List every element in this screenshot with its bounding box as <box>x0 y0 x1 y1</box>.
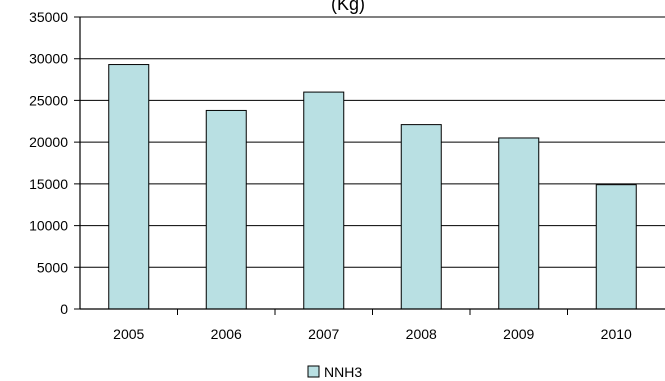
bar-2006 <box>205 109 247 310</box>
y-tick-label: 5000 <box>37 259 68 275</box>
x-axis-ticks: 2005 2006 2007 2008 2009 2010 <box>113 309 632 342</box>
x-tick-label: 2007 <box>308 326 339 342</box>
y-tick-label: 20000 <box>29 134 68 150</box>
bars <box>108 64 637 310</box>
bar-2005 <box>108 64 150 310</box>
bar-2007 <box>303 91 345 310</box>
x-tick-label: 2005 <box>113 326 144 342</box>
legend-swatch-nnh3 <box>307 365 320 378</box>
legend-label-nnh3: NNH3 <box>324 364 362 380</box>
bar-2008 <box>400 124 442 310</box>
y-tick-label: 30000 <box>29 51 68 67</box>
chart-title: (Kg) <box>331 0 365 14</box>
x-tick-label: 2010 <box>601 326 632 342</box>
y-tick-label: 10000 <box>29 218 68 234</box>
x-tick-label: 2006 <box>211 326 242 342</box>
y-tick-label: 15000 <box>29 176 68 192</box>
bar-2009 <box>498 137 540 310</box>
y-tick-label: 0 <box>60 301 68 317</box>
y-tick-label: 25000 <box>29 92 68 108</box>
y-axis-ticks: 0 5000 10000 15000 20000 25000 30000 35000 <box>29 9 68 317</box>
y-tick-label: 35000 <box>29 9 68 25</box>
gridlines <box>74 16 665 310</box>
legend: NNH3 <box>307 364 362 380</box>
x-tick-label: 2009 <box>503 326 534 342</box>
bar-2010 <box>595 184 637 310</box>
x-tick-label: 2008 <box>406 326 437 342</box>
